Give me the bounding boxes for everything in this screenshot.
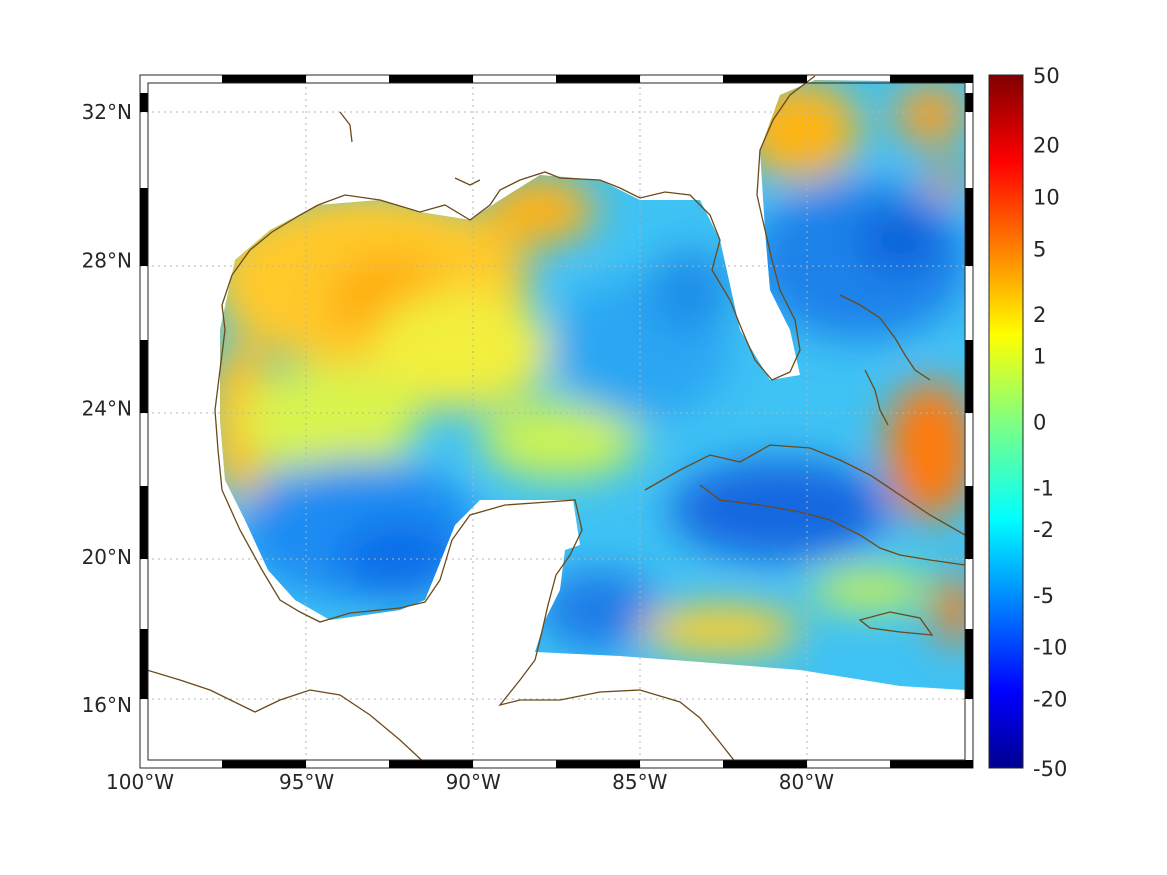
colorbar-gradient xyxy=(988,74,1024,769)
longitude-tick-labels: 100°W 95°W 90°W 85°W 80°W xyxy=(106,770,834,794)
colorbar-tick-label: -50 xyxy=(1033,757,1067,781)
lat-tick-label: 20°N xyxy=(82,545,132,569)
colorbar-tick-label: 10 xyxy=(1033,185,1060,209)
colorbar-tick-label: -20 xyxy=(1033,688,1067,712)
map-frame xyxy=(139,74,974,769)
lat-tick-label: 32°N xyxy=(82,100,132,124)
coastlines xyxy=(140,75,966,768)
colorbar-tick-label: 20 xyxy=(1033,133,1060,157)
colorbar-tick-label: 2 xyxy=(1033,303,1046,327)
colorbar-tick-label: -5 xyxy=(1033,584,1054,608)
colorbar-tick-label: 0 xyxy=(1033,411,1046,435)
colorbar-tick-label: -2 xyxy=(1033,518,1054,542)
colorbar-tick-label: -10 xyxy=(1033,636,1067,660)
lon-tick-label: 95°W xyxy=(279,770,334,794)
lon-tick-label: 90°W xyxy=(446,770,501,794)
latitude-tick-labels: 32°N 28°N 24°N 20°N 16°N xyxy=(82,100,132,717)
heatmap-field xyxy=(220,80,965,690)
colorbar-tick-label: 1 xyxy=(1033,345,1046,369)
lat-tick-label: 24°N xyxy=(82,397,132,421)
lon-tick-label: 85°W xyxy=(612,770,667,794)
colorbar-tick-label: 50 xyxy=(1033,64,1060,88)
map-grid xyxy=(140,75,973,768)
colorbar-tick-label: 5 xyxy=(1033,237,1046,261)
lon-tick-label: 100°W xyxy=(106,770,174,794)
colorbar-tick-label: -1 xyxy=(1033,476,1054,500)
lon-tick-label: 80°W xyxy=(779,770,834,794)
lat-tick-label: 16°N xyxy=(82,693,132,717)
lat-tick-label: 28°N xyxy=(82,248,132,272)
